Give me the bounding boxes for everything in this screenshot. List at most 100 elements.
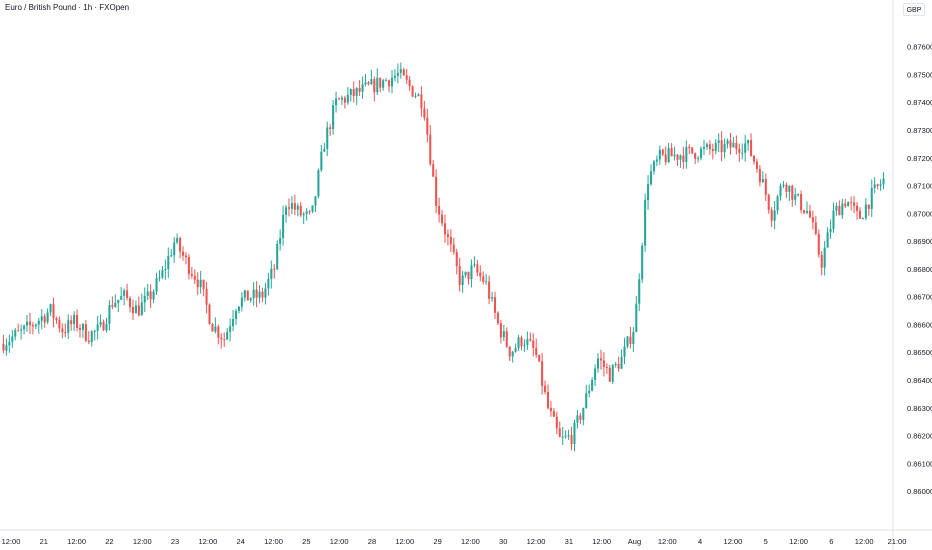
candle-down [111, 304, 114, 307]
candle-up [702, 147, 706, 149]
candle-down [293, 203, 296, 210]
candle-down [493, 297, 497, 313]
candle-down [811, 217, 814, 223]
time-tick-label: 12:00 [855, 537, 874, 546]
candle-down [720, 140, 723, 153]
candle-up [652, 161, 655, 172]
candle-up [635, 303, 638, 333]
candle-up [697, 157, 700, 159]
candle-up [861, 218, 864, 220]
time-tick-label: 12:00 [264, 537, 283, 546]
candle-down [617, 363, 620, 369]
candle-down [682, 155, 685, 162]
candle-down [817, 233, 820, 255]
candle-up [626, 336, 629, 347]
candle-down [599, 358, 602, 361]
candle-down [814, 222, 817, 234]
candle-up [311, 205, 314, 212]
candle-up [576, 415, 579, 423]
candle-up [314, 196, 317, 206]
candle-down [844, 203, 847, 207]
candle-down [770, 209, 773, 221]
candle-up [20, 329, 23, 331]
candle-up [81, 324, 84, 330]
candle-up [23, 325, 26, 330]
time-axis: 12:00 21 12:00 22 12:00 23 12:00 24 12:00 25 12:00… [0, 529, 932, 546]
candle-down [785, 184, 788, 192]
candle-up [361, 84, 364, 92]
candle-down [755, 161, 758, 169]
candle-up [170, 255, 173, 257]
candle-down [17, 330, 20, 332]
time-tick-label: 25 [302, 537, 310, 546]
time-tick-label: Aug [628, 537, 641, 546]
candle-down [520, 337, 523, 347]
candle-up [40, 316, 43, 321]
price-tick-label: 0.87000 [907, 209, 932, 218]
candle-down [402, 69, 405, 76]
candle-up [317, 170, 320, 197]
candle-up [99, 321, 102, 325]
candle-up [714, 142, 717, 151]
candle-up [782, 184, 785, 187]
candle-up [34, 324, 37, 327]
candle-down [61, 328, 64, 333]
price-tick-label: 0.87300 [907, 126, 932, 135]
candle-down [867, 204, 870, 209]
candle-down [552, 411, 555, 417]
candle-up [485, 281, 488, 283]
candle-up [829, 228, 832, 233]
candle-down [43, 316, 46, 323]
candle-up [355, 88, 358, 96]
candle-up [173, 242, 176, 256]
candle-down [426, 117, 429, 135]
candle-down [149, 291, 152, 300]
time-tick-label: 4 [698, 537, 702, 546]
candle-up [641, 245, 644, 280]
candle-down [458, 266, 461, 286]
price-tick-label: 0.86500 [907, 348, 932, 357]
candle-up [25, 321, 29, 326]
candle-up [658, 149, 661, 160]
candle-down [287, 207, 291, 209]
candle-down [661, 149, 664, 155]
candle-down [544, 385, 547, 393]
candle-up [258, 291, 261, 298]
candle-down [181, 251, 185, 256]
candle-down [255, 289, 258, 298]
candle-up [37, 320, 40, 325]
candle-down [408, 79, 411, 87]
candle-down [420, 94, 423, 109]
candle-up [237, 306, 240, 311]
candle-down [496, 312, 499, 324]
candle-up [382, 80, 385, 88]
candle-down [84, 324, 87, 341]
candle-up [385, 80, 388, 82]
candle-down [429, 134, 432, 165]
price-tick-label: 0.86600 [907, 320, 932, 329]
candle-down [541, 361, 544, 386]
price-tick-label: 0.87500 [907, 70, 932, 79]
candle-up [226, 331, 229, 340]
candle-up [67, 320, 70, 333]
candle-down [488, 281, 491, 299]
candle-down [482, 276, 485, 283]
candle-down [137, 305, 140, 316]
candle-up [279, 237, 282, 244]
candle-up [564, 435, 567, 437]
candle-up [296, 205, 299, 210]
candle-up [847, 202, 850, 207]
candle-up [700, 148, 703, 158]
candle-up [376, 77, 379, 93]
candle-down [55, 318, 58, 320]
candle-up [326, 127, 329, 149]
candle-up [685, 147, 688, 162]
candle-up [117, 299, 120, 304]
candle-up [779, 186, 782, 197]
price-tick-label: 0.86000 [907, 487, 932, 496]
time-tick-label: 22 [105, 537, 113, 546]
currency-badge[interactable]: GBP [903, 3, 925, 16]
candle-down [708, 144, 711, 149]
candle-down [546, 392, 550, 408]
